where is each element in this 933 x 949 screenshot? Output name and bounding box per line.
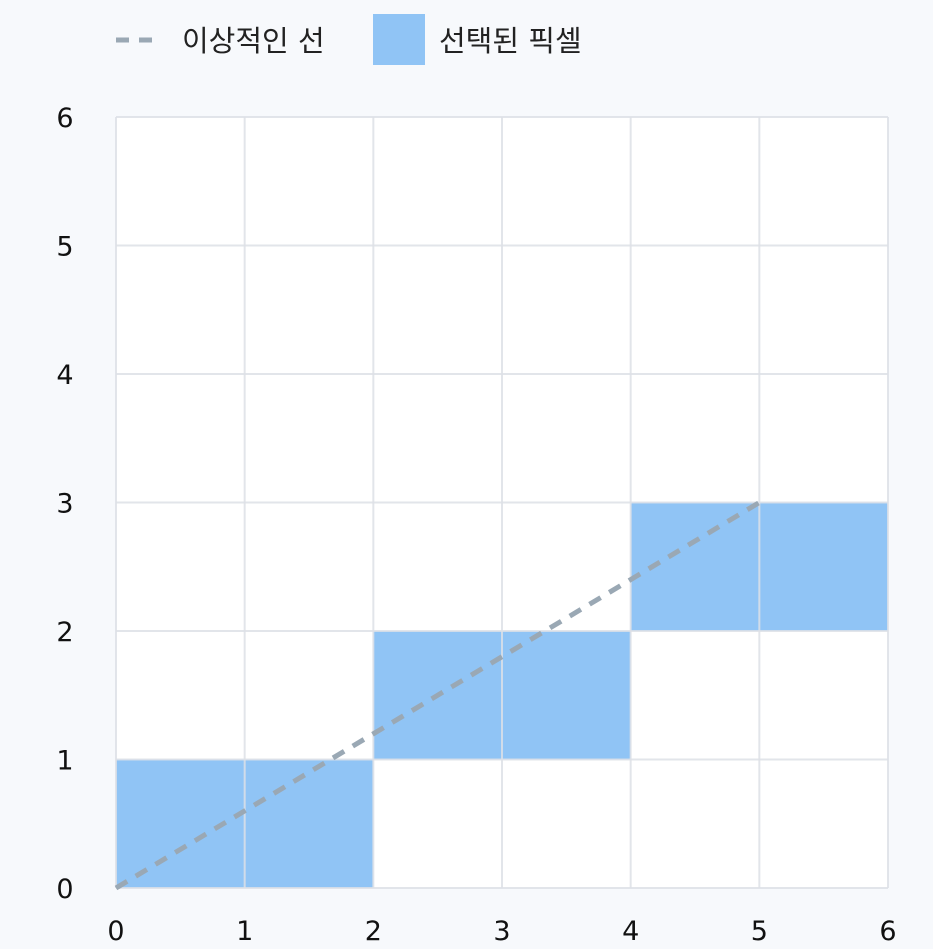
x-tick-label-4: 4 <box>622 916 639 947</box>
legend-label-ideal-line: 이상적인 선 <box>182 24 325 58</box>
x-tick-label-6: 6 <box>879 916 896 947</box>
grid <box>115 116 889 889</box>
y-tick-label-3: 3 <box>56 489 73 520</box>
x-axis-tick-labels: 0 1 2 3 4 5 6 <box>107 916 896 947</box>
y-axis-tick-labels: 0 1 2 3 4 5 6 <box>56 103 73 905</box>
x-tick-label-3: 3 <box>493 916 510 947</box>
y-tick-label-6: 6 <box>56 103 73 134</box>
legend: 이상적인 선 선택된 픽셀 <box>116 14 582 65</box>
x-tick-label-2: 2 <box>365 916 382 947</box>
ideal-line-group <box>114 500 761 891</box>
y-tick-label-5: 5 <box>56 232 73 263</box>
ideal-line <box>114 500 761 891</box>
x-tick-label-1: 1 <box>236 916 253 947</box>
x-tick-label-0: 0 <box>107 916 124 947</box>
legend-label-selected-pixels: 선택된 픽셀 <box>439 24 582 58</box>
y-tick-label-2: 2 <box>56 617 73 648</box>
legend-swatch-selected-pixels <box>373 14 425 65</box>
y-tick-label-0: 0 <box>56 874 73 905</box>
y-tick-label-4: 4 <box>56 360 73 391</box>
x-tick-label-5: 5 <box>751 916 768 947</box>
y-tick-label-1: 1 <box>56 746 73 777</box>
